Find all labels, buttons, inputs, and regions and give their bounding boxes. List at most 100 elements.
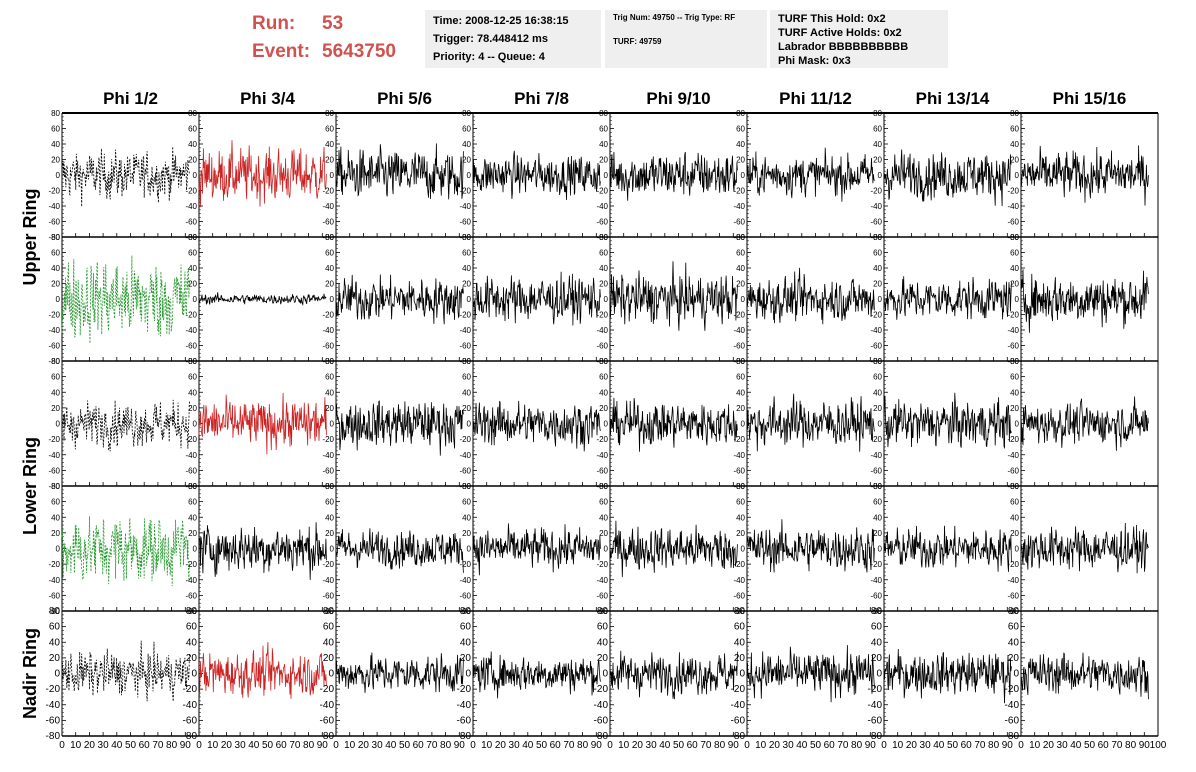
y-tick-label: 40 xyxy=(325,140,334,149)
run-line: Run: 53 xyxy=(252,10,412,38)
y-tick-label: 80 xyxy=(186,606,198,617)
waveform-trace xyxy=(883,276,1012,320)
y-tick-label: -40 xyxy=(459,451,471,460)
y-tick-label: 40 xyxy=(188,264,197,273)
y-tick-label: 40 xyxy=(873,264,882,273)
x-tick-label: 70 xyxy=(289,740,301,751)
y-tick-label: 40 xyxy=(51,388,60,397)
y-tick-label: 60 xyxy=(873,125,882,134)
x-tick-label: 10 xyxy=(344,740,356,751)
y-tick-label: 80 xyxy=(188,482,197,491)
y-tick-label: 0 xyxy=(1015,171,1020,180)
waveform-trace xyxy=(883,149,1012,207)
x-tick-label: 90 xyxy=(591,740,603,751)
y-tick-label: 0 xyxy=(604,420,609,429)
y-tick-label: -40 xyxy=(1007,202,1019,211)
x-tick-label: 40 xyxy=(1070,740,1082,751)
x-tick-label: 30 xyxy=(235,740,247,751)
x-tick-label: 40 xyxy=(933,740,945,751)
y-tick-label: 20 xyxy=(1008,653,1020,664)
y-tick-label: -80 xyxy=(457,731,472,742)
waveform-trace xyxy=(472,651,601,699)
trigger-info-box: Trig Num: 49750 -- Trig Type: RF TURF: 4… xyxy=(605,10,767,68)
y-tick-label: -60 xyxy=(733,466,745,475)
y-tick-label: -20 xyxy=(596,560,608,569)
y-tick-label: 40 xyxy=(873,388,882,397)
y-tick-label: -80 xyxy=(459,357,471,366)
y-tick-label: 0 xyxy=(741,545,746,554)
y-tick-label: 0 xyxy=(878,420,883,429)
x-tick-label: 50 xyxy=(262,740,274,751)
y-tick-label: 60 xyxy=(599,373,608,382)
waveform-trace xyxy=(746,267,875,325)
y-tick-label: 20 xyxy=(1010,404,1019,413)
x-tick-label: 10 xyxy=(1029,740,1041,751)
y-tick-label: 0 xyxy=(467,545,472,554)
y-tick-label: -60 xyxy=(322,591,334,600)
y-tick-label: -20 xyxy=(733,435,745,444)
x-tick-label: 50 xyxy=(125,740,137,751)
y-tick-label: 60 xyxy=(1010,249,1019,258)
y-tick-label: 60 xyxy=(871,622,883,633)
y-tick-label: -20 xyxy=(733,311,745,320)
y-tick-label: 80 xyxy=(462,357,471,366)
y-tick-label: -20 xyxy=(183,684,198,695)
y-tick-label: 60 xyxy=(873,373,882,382)
y-tick-label: 0 xyxy=(467,295,472,304)
y-tick-label: 40 xyxy=(325,513,334,522)
y-tick-label: 0 xyxy=(56,295,61,304)
y-tick-label: 60 xyxy=(462,249,471,258)
y-tick-label: 80 xyxy=(51,233,60,242)
y-tick-label: 80 xyxy=(460,606,472,617)
y-tick-label: -60 xyxy=(1007,342,1019,351)
y-tick-label: -80 xyxy=(733,607,745,616)
event-value: 5643750 xyxy=(322,41,396,62)
x-tick-label: 60 xyxy=(824,740,836,751)
y-tick-label: 80 xyxy=(51,109,60,118)
y-tick-label: 60 xyxy=(51,373,60,382)
x-tick-label: 80 xyxy=(577,740,589,751)
y-tick-label: 80 xyxy=(873,109,882,118)
y-tick-label: 40 xyxy=(873,513,882,522)
y-tick-label: 60 xyxy=(188,249,197,258)
y-tick-label: 20 xyxy=(188,280,197,289)
x-tick-label: 40 xyxy=(522,740,534,751)
x-tick-label: 90 xyxy=(1139,740,1151,751)
y-tick-label: -60 xyxy=(731,715,746,726)
y-tick-label: 60 xyxy=(51,498,60,507)
y-tick-label: 20 xyxy=(51,280,60,289)
y-tick-label: 0 xyxy=(465,669,471,680)
turf-active-holds-text: TURF Active Holds: 0x2 xyxy=(778,27,902,39)
waveform-trace xyxy=(472,523,601,576)
y-tick-label: -40 xyxy=(870,576,882,585)
y-tick-label: 60 xyxy=(325,498,334,507)
y-tick-label: -20 xyxy=(48,187,60,196)
y-tick-label: 0 xyxy=(330,420,335,429)
x-tick-label: 10 xyxy=(618,740,630,751)
y-tick-label: -60 xyxy=(185,591,197,600)
y-tick-label: 20 xyxy=(188,529,197,538)
y-tick-label: 80 xyxy=(188,357,197,366)
waveform-trace xyxy=(883,648,1012,704)
x-tick-label: 70 xyxy=(837,740,849,751)
y-tick-label: -80 xyxy=(183,731,198,742)
y-tick-label: 40 xyxy=(325,388,334,397)
y-tick-label: 20 xyxy=(736,404,745,413)
x-tick-label: 80 xyxy=(1125,740,1137,751)
y-tick-label: 40 xyxy=(599,513,608,522)
y-tick-label: 40 xyxy=(325,264,334,273)
y-tick-label: -40 xyxy=(1005,700,1020,711)
y-tick-label: -80 xyxy=(48,482,60,491)
x-tick-label: 50 xyxy=(673,740,685,751)
y-tick-label: -60 xyxy=(48,218,60,227)
x-tick-label: 20 xyxy=(495,740,507,751)
y-tick-label: 0 xyxy=(56,545,61,554)
y-tick-label: 0 xyxy=(191,669,197,680)
y-tick-label: -40 xyxy=(733,326,745,335)
y-tick-label: 80 xyxy=(873,482,882,491)
y-tick-label: 80 xyxy=(1010,357,1019,366)
y-tick-label: -80 xyxy=(320,731,335,742)
y-tick-label: 40 xyxy=(736,513,745,522)
x-tick-label: 20 xyxy=(221,740,233,751)
y-tick-label: -80 xyxy=(322,233,334,242)
